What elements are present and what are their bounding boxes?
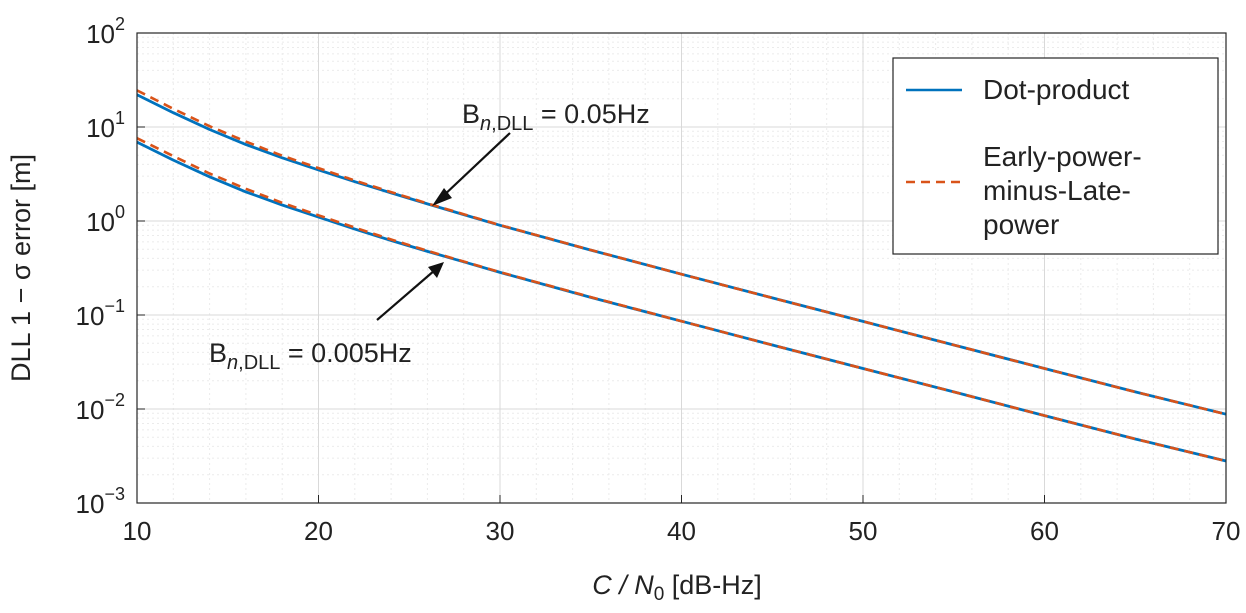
y-tick-label: 10−1 [76, 296, 125, 331]
x-tick-label: 10 [123, 516, 152, 546]
tick-labels: 10 20 30 40 50 60 70 10−3 10−2 10−1 100 101 102 [76, 14, 1241, 546]
x-tick-label: 70 [1212, 516, 1241, 546]
y-tick-label: 102 [86, 14, 125, 49]
x-tick-label: 60 [1030, 516, 1059, 546]
y-axis-label: DLL 1 − σ error [m] [6, 154, 36, 382]
legend-box [892, 57, 1219, 255]
svg-text:Bn,DLL = 0.05Hz: Bn,DLL = 0.05Hz [462, 99, 650, 135]
annotation-arrowhead-upper [432, 188, 452, 206]
legend-label-dot-product: Dot-product [983, 74, 1130, 105]
annotation-bandwidth-0-005: Bn,DLL = 0.005Hz [209, 262, 444, 374]
annotation-arrow-upper [440, 132, 511, 199]
annotation-arrow-lower [376, 269, 436, 321]
series-line-0-05Hz-emlp [136, 89, 1227, 416]
y-tick-label: 10−3 [76, 484, 125, 519]
x-tick-label: 20 [304, 516, 333, 546]
series-line-0-005Hz-emlp [136, 137, 1227, 463]
legend: Dot-product Early-power- minus-Late- pow… [892, 57, 1219, 255]
y-tick-label: 100 [86, 202, 125, 237]
data-series [136, 89, 1227, 463]
y-tick-label: 101 [86, 108, 125, 143]
x-axis-label: C / N0 [dB-Hz] [592, 570, 762, 605]
svg-text:Bn,DLL = 0.005Hz: Bn,DLL = 0.005Hz [209, 338, 412, 374]
annotation-bandwidth-0-05: Bn,DLL = 0.05Hz [432, 99, 650, 206]
legend-label-early-late: Early-power- minus-Late- power [983, 141, 1149, 240]
x-tick-label: 50 [849, 516, 878, 546]
x-tick-label: 40 [667, 516, 696, 546]
annotation-arrowhead-lower [428, 262, 444, 278]
y-tick-label: 10−2 [76, 390, 125, 425]
x-tick-label: 30 [486, 516, 515, 546]
